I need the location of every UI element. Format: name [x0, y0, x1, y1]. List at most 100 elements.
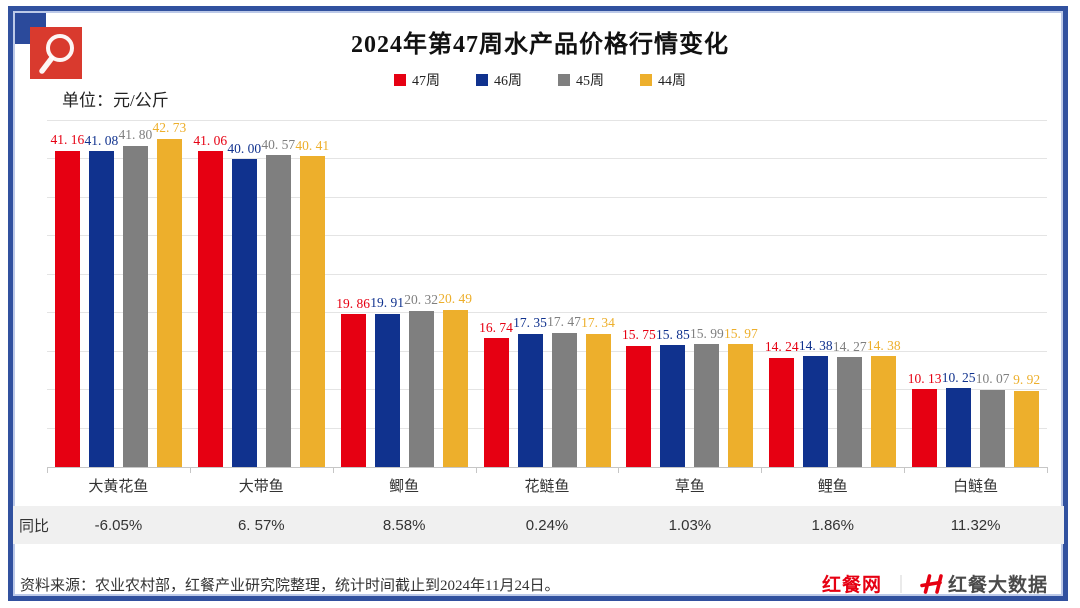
- brand-logos: 红餐网 ｜ 红餐大数据: [822, 570, 1048, 597]
- bar-47周-草鱼: [626, 345, 652, 467]
- bar-group-白鲢鱼: 10. 13 10. 25 10. 07 9. 92: [904, 121, 1047, 467]
- bar-44周-大带鱼: [299, 156, 325, 467]
- bar-column: 16. 74: [479, 321, 513, 467]
- bar-value-label: 19. 91: [370, 295, 405, 311]
- axis-tick: [189, 467, 191, 473]
- bar-45周-白鲢鱼: [980, 389, 1006, 467]
- bar-column: 10. 25: [942, 371, 975, 467]
- gridline-20: [47, 312, 1047, 314]
- bar-45周-花鲢鱼: [551, 332, 577, 467]
- bar-value-label: 17. 35: [513, 315, 547, 331]
- magnifier-icon-glyph: [39, 34, 74, 74]
- axis-tick: [904, 467, 906, 473]
- bar-column: 15. 85: [656, 328, 690, 467]
- bar-column: 41. 06: [193, 134, 227, 467]
- hongcan-h-icon: [920, 573, 943, 594]
- legend-label: 45周: [576, 74, 604, 89]
- yoy-value-花鲢鱼: 0.24%: [525, 516, 569, 534]
- bar-value-label: 41. 16: [50, 132, 85, 147]
- magnifier-icon: [30, 27, 82, 79]
- bar-column: 42. 73: [153, 121, 186, 467]
- bar-44周-大黄花鱼: [156, 138, 182, 467]
- bar-value-label: 14. 38: [866, 337, 901, 353]
- bar-value-label: 14. 24: [764, 339, 799, 354]
- yoy-band: 同比 -6.05% 6. 57% 8.58% 0.24% 1.03% 1.86% 11.32…: [13, 506, 1064, 544]
- bar-value-label: 17. 47: [547, 314, 581, 330]
- yoy-values-row: -6.05% 6. 57% 8.58% 0.24% 1.03% 1.86% 11.32%: [47, 506, 1047, 544]
- bar-column: 10. 13: [908, 372, 941, 467]
- bar-column: 14. 27: [833, 340, 867, 467]
- bar-group-鲤鱼: 14. 24 14. 38 14. 27 14. 38: [761, 121, 904, 467]
- bar-column: 9. 92: [1013, 372, 1041, 467]
- bar-value-label: 15. 97: [723, 325, 758, 341]
- x-axis-line: [47, 467, 1047, 468]
- gridline-40: [47, 158, 1047, 160]
- legend-swatch: [558, 74, 570, 86]
- gridline-5: [47, 427, 1047, 429]
- bar-45周-大带鱼: [265, 155, 291, 467]
- axis-tick: [332, 467, 334, 473]
- bar-column: 10. 07: [976, 372, 1009, 467]
- bar-value-label: 40. 00: [227, 140, 262, 156]
- bar-47周-鲤鱼: [769, 357, 795, 467]
- bar-44周-花鲢鱼: [585, 333, 611, 467]
- bar-column: 15. 75: [622, 328, 656, 467]
- bar-column: 14. 38: [799, 339, 833, 467]
- bar-column: 17. 35: [513, 316, 547, 467]
- yoy-value-白鲢鱼: 11.32%: [950, 516, 1001, 534]
- bar-47周-花鲢鱼: [483, 338, 509, 467]
- category-label-白鲢鱼: 白鲢鱼: [953, 479, 999, 495]
- gridline-45: [47, 120, 1047, 121]
- legend-label: 47周: [412, 74, 440, 89]
- chart-title: 2024年第47周水产品价格行情变化: [351, 32, 729, 58]
- axis-tick: [618, 467, 620, 473]
- hongcan-bigdata-label: 红餐大数据: [947, 575, 1048, 596]
- category-label-大黄花鱼: 大黄花鱼: [88, 479, 149, 495]
- bar-column: 20. 32: [404, 293, 438, 467]
- gridline-15: [47, 350, 1047, 352]
- legend-swatch: [394, 74, 406, 86]
- logo-separator: ｜: [891, 574, 910, 595]
- legend-label: 44周: [658, 74, 686, 89]
- bar-value-label: 40. 41: [295, 137, 330, 153]
- hongcan-bigdata-logo: 红餐大数据: [920, 570, 1048, 597]
- bar-column: 15. 99: [690, 327, 724, 467]
- legend-label: 46周: [494, 74, 522, 89]
- bar-group-大黄花鱼: 41. 16 41. 08 41. 80 42. 73: [47, 121, 190, 467]
- chart-legend: 47周 46周 45周 44周: [0, 70, 1080, 90]
- bar-group-花鲢鱼: 16. 74 17. 35 17. 47 17. 34: [476, 121, 619, 467]
- gridline-10: [47, 389, 1047, 391]
- data-source-note: 资料来源：农业农村部，红餐产业研究院整理，统计时间截止到2024年11月24日。: [20, 578, 560, 594]
- bar-column: 17. 47: [547, 315, 581, 467]
- bar-value-label: 14. 27: [832, 338, 867, 354]
- bar-column: 41. 08: [85, 134, 118, 467]
- bar-column: 41. 80: [119, 128, 152, 467]
- bar-value-label: 15. 99: [689, 325, 724, 341]
- bar-column: 14. 24: [765, 340, 799, 467]
- bar-45周-草鱼: [694, 344, 720, 467]
- bar-groups: 41. 16 41. 08 41. 80 42. 73 41. 06 40. 00 40. …: [47, 121, 1047, 467]
- yoy-row-label: 同比: [19, 517, 50, 535]
- bar-group-草鱼: 15. 75 15. 85 15. 99 15. 97: [618, 121, 761, 467]
- bar-46周-鲤鱼: [803, 356, 829, 467]
- bar-46周-大黄花鱼: [88, 151, 114, 467]
- bar-46周-鲫鱼: [374, 313, 400, 467]
- yoy-value-鲤鱼: 1.86%: [811, 516, 854, 534]
- bar-46周-草鱼: [660, 345, 686, 467]
- bar-value-label: 15. 75: [621, 327, 656, 343]
- bar-44周-草鱼: [728, 344, 754, 467]
- unit-label: 单位：元/公斤: [62, 91, 169, 110]
- legend-item-44周: 44周: [640, 70, 686, 90]
- yoy-value-鲫鱼: 8.58%: [382, 516, 426, 534]
- bar-value-label: 9. 92: [1013, 372, 1041, 388]
- gridline-30: [47, 235, 1047, 237]
- bar-value-label: 17. 34: [581, 315, 615, 331]
- category-label-草鱼: 草鱼: [674, 479, 705, 495]
- bar-column: 20. 49: [438, 292, 472, 467]
- bar-value-label: 40. 57: [261, 136, 296, 152]
- gridline-25: [47, 273, 1047, 275]
- plot-area: 41. 16 41. 08 41. 80 42. 73 41. 06 40. 00 40. …: [47, 120, 1048, 473]
- category-label-鲤鱼: 鲤鱼: [817, 479, 848, 495]
- bar-47周-大带鱼: [197, 151, 223, 467]
- bar-46周-白鲢鱼: [946, 388, 972, 467]
